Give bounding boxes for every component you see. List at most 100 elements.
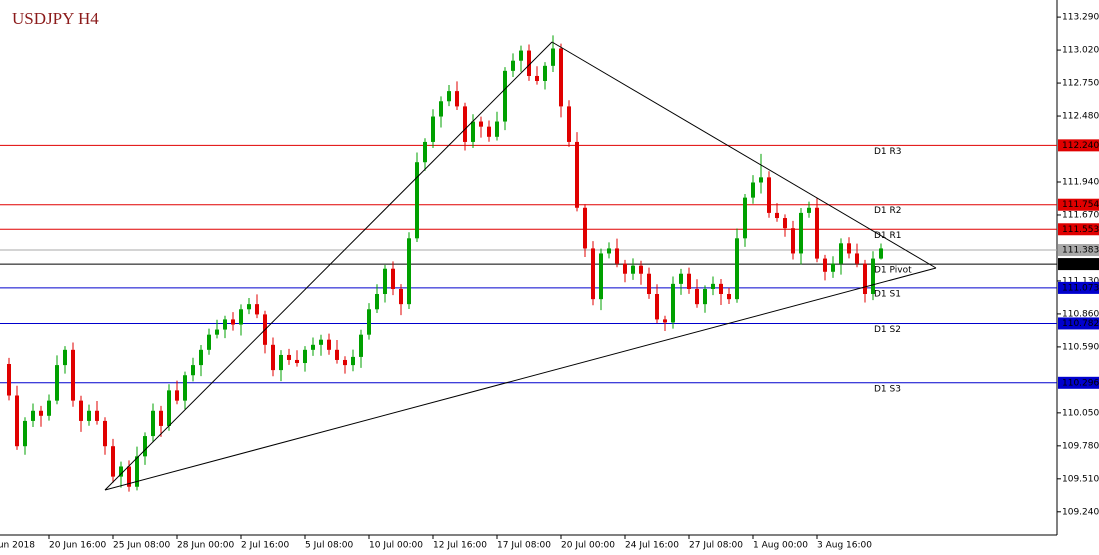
candle bbox=[775, 203, 779, 222]
level-label: D1 R1 bbox=[874, 231, 902, 241]
candle-body bbox=[87, 410, 91, 421]
candle-body bbox=[63, 349, 67, 366]
level-label: D1 S2 bbox=[874, 325, 901, 335]
candle-body bbox=[375, 294, 379, 310]
y-tick-label: 111.670 bbox=[1062, 210, 1099, 220]
candle-body bbox=[151, 410, 155, 437]
candle-body bbox=[759, 177, 763, 183]
candle-body bbox=[671, 283, 675, 323]
candle-body bbox=[287, 354, 291, 360]
candle-body bbox=[799, 212, 803, 254]
candle bbox=[807, 201, 811, 218]
candle-body bbox=[415, 162, 419, 239]
candle bbox=[735, 228, 739, 303]
candle bbox=[647, 267, 651, 299]
y-tick-label: 110.590 bbox=[1062, 342, 1099, 352]
candle bbox=[39, 405, 43, 427]
candle-body bbox=[751, 182, 755, 198]
level-label: D1 R2 bbox=[874, 206, 902, 216]
candle bbox=[343, 356, 347, 374]
candle-body bbox=[791, 228, 795, 254]
price-box-label: 111.073 bbox=[1062, 283, 1099, 293]
candle bbox=[599, 248, 603, 311]
candle-body bbox=[783, 218, 787, 229]
candle-body bbox=[407, 238, 411, 305]
x-tick-label: 19 Jun 2018 bbox=[0, 541, 35, 551]
candle-body bbox=[335, 349, 339, 360]
candle-body bbox=[703, 288, 707, 305]
candle-body bbox=[527, 50, 531, 76]
candle bbox=[575, 132, 579, 212]
candle bbox=[143, 432, 147, 465]
price-box bbox=[1058, 244, 1099, 257]
price-box bbox=[1058, 198, 1099, 211]
candle-body bbox=[719, 283, 723, 295]
price-box bbox=[1058, 223, 1099, 236]
candle-body bbox=[687, 273, 691, 289]
candle-body bbox=[551, 48, 555, 66]
candle-body bbox=[71, 349, 75, 401]
candle bbox=[79, 395, 83, 432]
candle-body bbox=[615, 248, 619, 264]
candle bbox=[87, 404, 91, 426]
candle-body bbox=[479, 121, 483, 127]
candle-body bbox=[463, 106, 467, 142]
candle-body bbox=[255, 304, 259, 315]
price-box bbox=[1058, 317, 1099, 330]
candle bbox=[231, 312, 235, 331]
level-label: D1 S1 bbox=[874, 289, 901, 299]
candle-body bbox=[159, 410, 163, 426]
candle-body bbox=[207, 334, 211, 350]
candle-body bbox=[543, 65, 547, 81]
candle bbox=[711, 276, 715, 296]
candle-body bbox=[271, 344, 275, 371]
candle-body bbox=[535, 75, 539, 81]
candle bbox=[607, 242, 611, 259]
candle bbox=[727, 287, 731, 305]
candle bbox=[479, 116, 483, 138]
candle-body bbox=[295, 359, 299, 364]
candle bbox=[823, 254, 827, 281]
candle bbox=[631, 258, 635, 280]
candle bbox=[7, 357, 11, 401]
y-tick-label: 113.290 bbox=[1062, 13, 1099, 23]
price-box bbox=[1058, 376, 1099, 389]
candle-body bbox=[167, 390, 171, 426]
candle bbox=[351, 349, 355, 372]
candle-body bbox=[215, 329, 219, 335]
candle bbox=[759, 153, 763, 194]
x-tick-label: 12 Jul 16:00 bbox=[433, 541, 487, 551]
candle-body bbox=[503, 70, 507, 122]
candle-body bbox=[231, 319, 235, 325]
candle-body bbox=[575, 141, 579, 208]
candle-body bbox=[839, 243, 843, 264]
candle bbox=[431, 109, 435, 149]
candle-body bbox=[663, 319, 667, 323]
price-box bbox=[1058, 139, 1099, 152]
candle-body bbox=[143, 436, 147, 457]
candle bbox=[287, 348, 291, 365]
candle bbox=[879, 243, 883, 260]
candle bbox=[15, 385, 19, 450]
x-tick-label: 25 Jun 08:00 bbox=[113, 541, 170, 551]
x-tick-label: 1 Aug 00:00 bbox=[753, 541, 808, 551]
candle-body bbox=[199, 349, 203, 366]
x-tick-label: 2 Jul 16:00 bbox=[241, 541, 290, 551]
candle-body bbox=[47, 400, 51, 416]
candle-body bbox=[327, 339, 331, 350]
candle bbox=[543, 62, 547, 90]
candle bbox=[615, 238, 619, 268]
candle-body bbox=[655, 294, 659, 320]
candle bbox=[303, 346, 307, 372]
candle-body bbox=[487, 126, 491, 137]
candle-body bbox=[39, 410, 43, 416]
candle-body bbox=[631, 265, 635, 274]
y-tick-label: 110.860 bbox=[1062, 309, 1099, 319]
y-tick-label: 109.510 bbox=[1062, 474, 1099, 484]
candle bbox=[183, 371, 187, 410]
candle-body bbox=[639, 265, 643, 274]
candle bbox=[215, 319, 219, 339]
candle bbox=[399, 284, 403, 316]
